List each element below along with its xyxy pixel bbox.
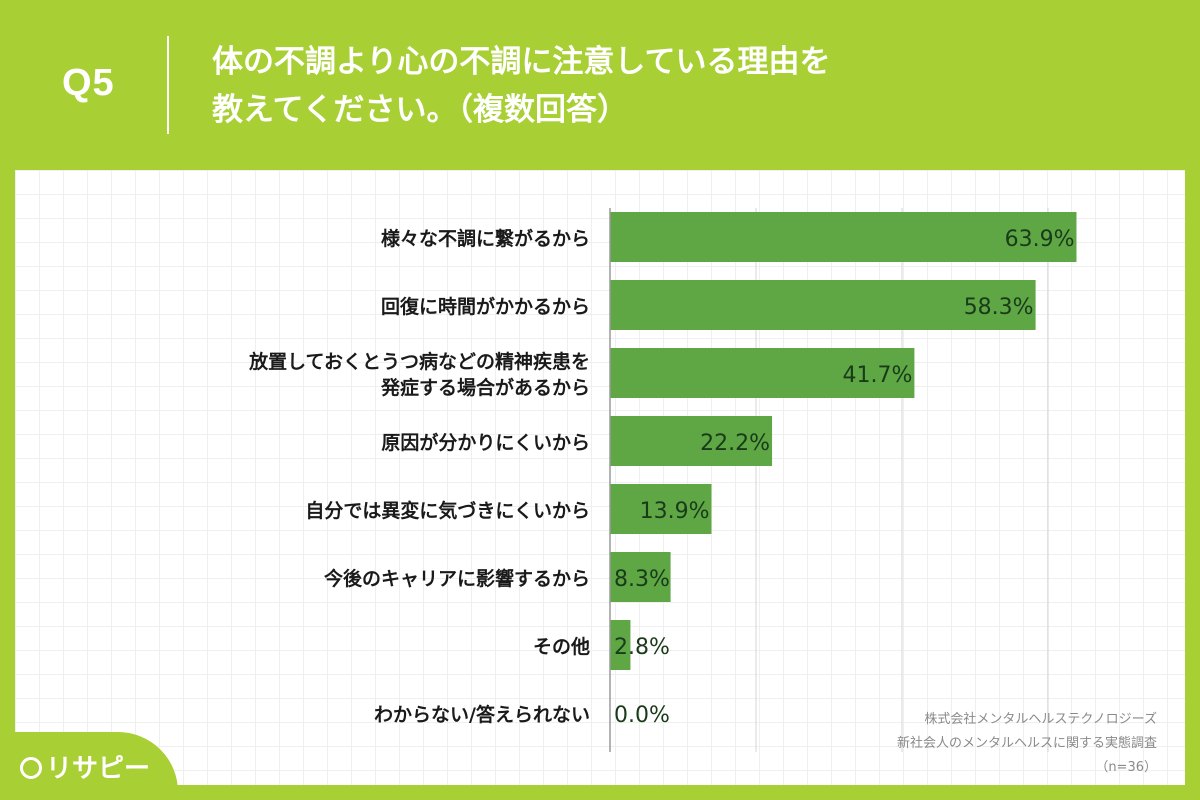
data-label: 58.3% (964, 295, 1034, 320)
category-label: 自分では異変に気づきにくいから (305, 499, 590, 522)
location-pin-icon (20, 757, 42, 779)
bar (610, 620, 631, 670)
category-label: 回復に時間がかかるから (381, 295, 590, 318)
bar (610, 348, 915, 398)
bar (610, 552, 671, 602)
data-label: 22.2% (700, 431, 770, 456)
question-title: 体の不調より心の不調に注意している理由を 教えてください。（複数回答） (212, 38, 830, 134)
category-label: その他 (533, 635, 590, 658)
source-line-1: 株式会社メンタルヘルステクノロジーズ (924, 712, 1157, 727)
source-note: 株式会社メンタルヘルステクノロジーズ 新社会人のメンタルヘルスに関する実態調査 … (897, 708, 1157, 780)
data-label: 41.7% (843, 363, 913, 388)
logo-text: リサピー (46, 754, 151, 784)
data-label: 2.8% (614, 635, 670, 660)
header-divider (167, 36, 169, 134)
question-label: Q5 (62, 62, 115, 104)
bar (610, 280, 1036, 330)
bar (610, 212, 1077, 262)
source-line-3: （n=36） (1095, 760, 1157, 775)
data-label: 8.3% (614, 567, 670, 592)
data-label: 63.9% (1005, 227, 1075, 252)
question-title-line-1: 体の不調より心の不調に注意している理由を (212, 44, 831, 80)
category-label: 放置しておくとうつ病などの精神疾患を (248, 350, 590, 373)
category-label: 様々な不調に繋がるから (381, 227, 590, 250)
bar (610, 416, 773, 466)
bar (610, 484, 712, 534)
question-title-line-2: 教えてください。（複数回答） (212, 92, 629, 128)
data-label: 13.9% (640, 499, 710, 524)
category-label: 今後のキャリアに影響するから (323, 567, 590, 590)
chart-panel (15, 170, 1185, 785)
data-label: 0.0% (614, 703, 670, 728)
category-label: わからない/答えられない (374, 703, 590, 726)
category-label: 原因が分かりにくいから (381, 431, 590, 454)
source-line-2: 新社会人のメンタルヘルスに関する実態調査 (896, 736, 1157, 751)
category-label: 発症する場合があるから (380, 376, 590, 399)
logo: リサピー (0, 732, 178, 800)
